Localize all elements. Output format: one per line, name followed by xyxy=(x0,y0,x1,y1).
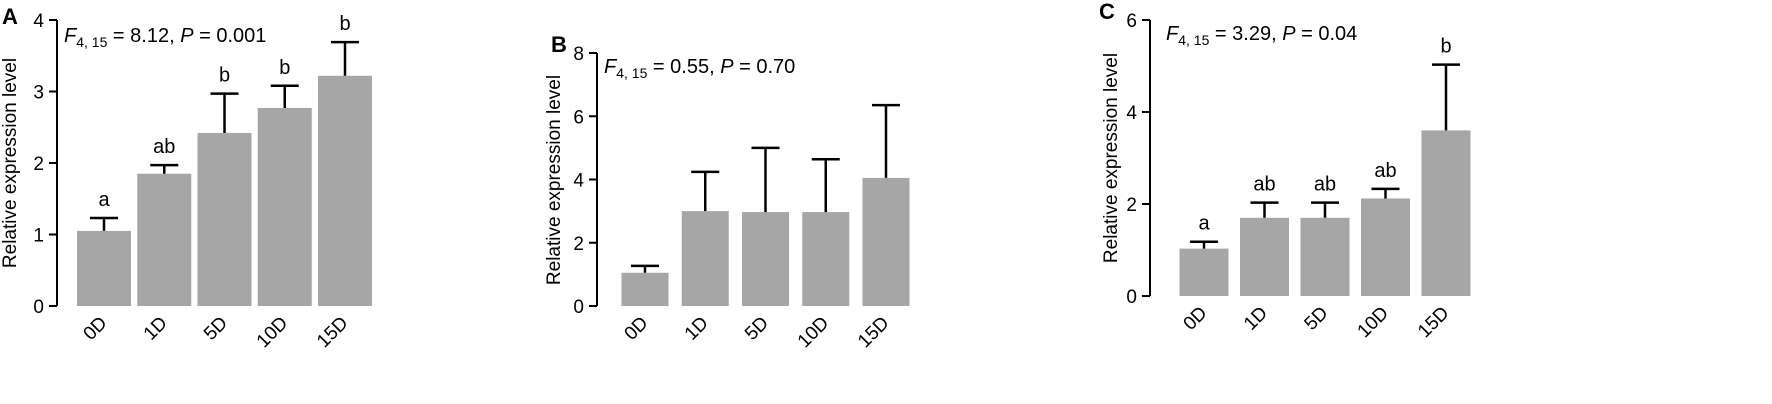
bar-5d xyxy=(1300,217,1350,296)
bar-1d xyxy=(1240,217,1289,296)
error-bar xyxy=(631,264,659,273)
bar-10d xyxy=(802,212,850,306)
significance-label: b xyxy=(1440,36,1451,58)
category-label: 0D xyxy=(1180,303,1212,335)
y-tick-label: 2 xyxy=(573,234,584,255)
bar-5d xyxy=(197,132,252,306)
significance-label: a xyxy=(98,189,110,211)
category-label: 15D xyxy=(313,313,352,352)
y-tick-label: 0 xyxy=(33,297,44,318)
significance-label: ab xyxy=(153,136,175,158)
error-bar xyxy=(1311,201,1339,218)
error-bar xyxy=(1371,187,1400,199)
category-label: 0D xyxy=(80,313,112,345)
bar-15d xyxy=(318,75,372,307)
significance-label: ab xyxy=(1314,174,1336,196)
significance-label: ab xyxy=(1253,174,1275,196)
significance-label: b xyxy=(339,13,350,35)
error-bar xyxy=(331,40,359,76)
y-tick-label: 6 xyxy=(1126,11,1137,32)
y-tick-label: 0 xyxy=(573,297,584,318)
category-label: 1D xyxy=(1240,303,1272,335)
category-label: 5D xyxy=(200,313,232,345)
y-tick-label: 8 xyxy=(573,44,584,65)
error-bar xyxy=(811,158,840,213)
significance-label: b xyxy=(219,65,230,87)
category-label: 10D xyxy=(253,313,292,352)
y-tick-label: 1 xyxy=(33,226,44,247)
category-label: 10D xyxy=(794,313,833,352)
error-bar xyxy=(1250,201,1279,218)
panel-letter: A xyxy=(2,4,18,29)
y-axis-title: Relative expression level xyxy=(0,58,21,268)
y-tick-label: 2 xyxy=(33,154,44,175)
category-label: 5D xyxy=(1301,303,1333,335)
error-bar xyxy=(691,170,720,212)
y-tick-label: 3 xyxy=(33,83,44,104)
error-bar xyxy=(210,92,239,133)
chart-panel-a: A 0 1 2 3 4 Relative expression level F4, 15 = … xyxy=(0,4,372,352)
category-label: 1D xyxy=(681,313,713,345)
y-tick-label: 4 xyxy=(1126,103,1137,124)
chart-panel-b: B 0 2 4 6 8 Relative expression level F4, 15 = … xyxy=(544,32,910,352)
error-bar xyxy=(150,163,179,174)
category-label: 0D xyxy=(621,313,653,345)
significance-label: ab xyxy=(1374,160,1396,182)
y-tick-label: 4 xyxy=(33,11,44,32)
significance-label: b xyxy=(279,57,290,79)
y-tick-label: 4 xyxy=(573,171,584,192)
bar-1d xyxy=(137,173,192,306)
category-label: 10D xyxy=(1354,303,1393,342)
y-tick-label: 0 xyxy=(1126,287,1137,308)
bar-10d xyxy=(257,107,312,306)
category-label: 1D xyxy=(140,313,172,345)
y-tick-label: 2 xyxy=(1126,195,1137,216)
y-axis-title: Relative expression level xyxy=(1101,53,1122,263)
bar-0d xyxy=(1179,248,1229,296)
panel-letter: C xyxy=(1099,0,1115,24)
error-bar xyxy=(270,84,299,108)
error-bar xyxy=(872,103,900,178)
significance-label: a xyxy=(1198,213,1210,235)
stat-annotation: F4, 15 = 0.55, P = 0.70 xyxy=(604,56,795,81)
bar-15d xyxy=(862,177,910,306)
panel-letter: B xyxy=(551,32,567,57)
stat-annotation: F4, 15 = 8.12, P = 0.001 xyxy=(64,25,266,50)
category-label: 5D xyxy=(741,313,773,345)
bar-15d xyxy=(1421,130,1471,296)
error-bar xyxy=(751,146,780,213)
y-axis-title: Relative expression level xyxy=(544,75,565,285)
error-bar xyxy=(1190,240,1218,249)
error-bar xyxy=(1432,63,1460,131)
bar-10d xyxy=(1361,198,1410,296)
bar-5d xyxy=(742,212,789,306)
bar-0d xyxy=(621,272,669,306)
category-label: 15D xyxy=(854,313,893,352)
bar-0d xyxy=(77,230,131,306)
bar-1d xyxy=(681,211,729,306)
y-tick-label: 6 xyxy=(573,107,584,128)
error-bar xyxy=(90,216,118,231)
stat-annotation: F4, 15 = 3.29, P = 0.04 xyxy=(1166,23,1357,48)
category-label: 15D xyxy=(1414,303,1453,342)
